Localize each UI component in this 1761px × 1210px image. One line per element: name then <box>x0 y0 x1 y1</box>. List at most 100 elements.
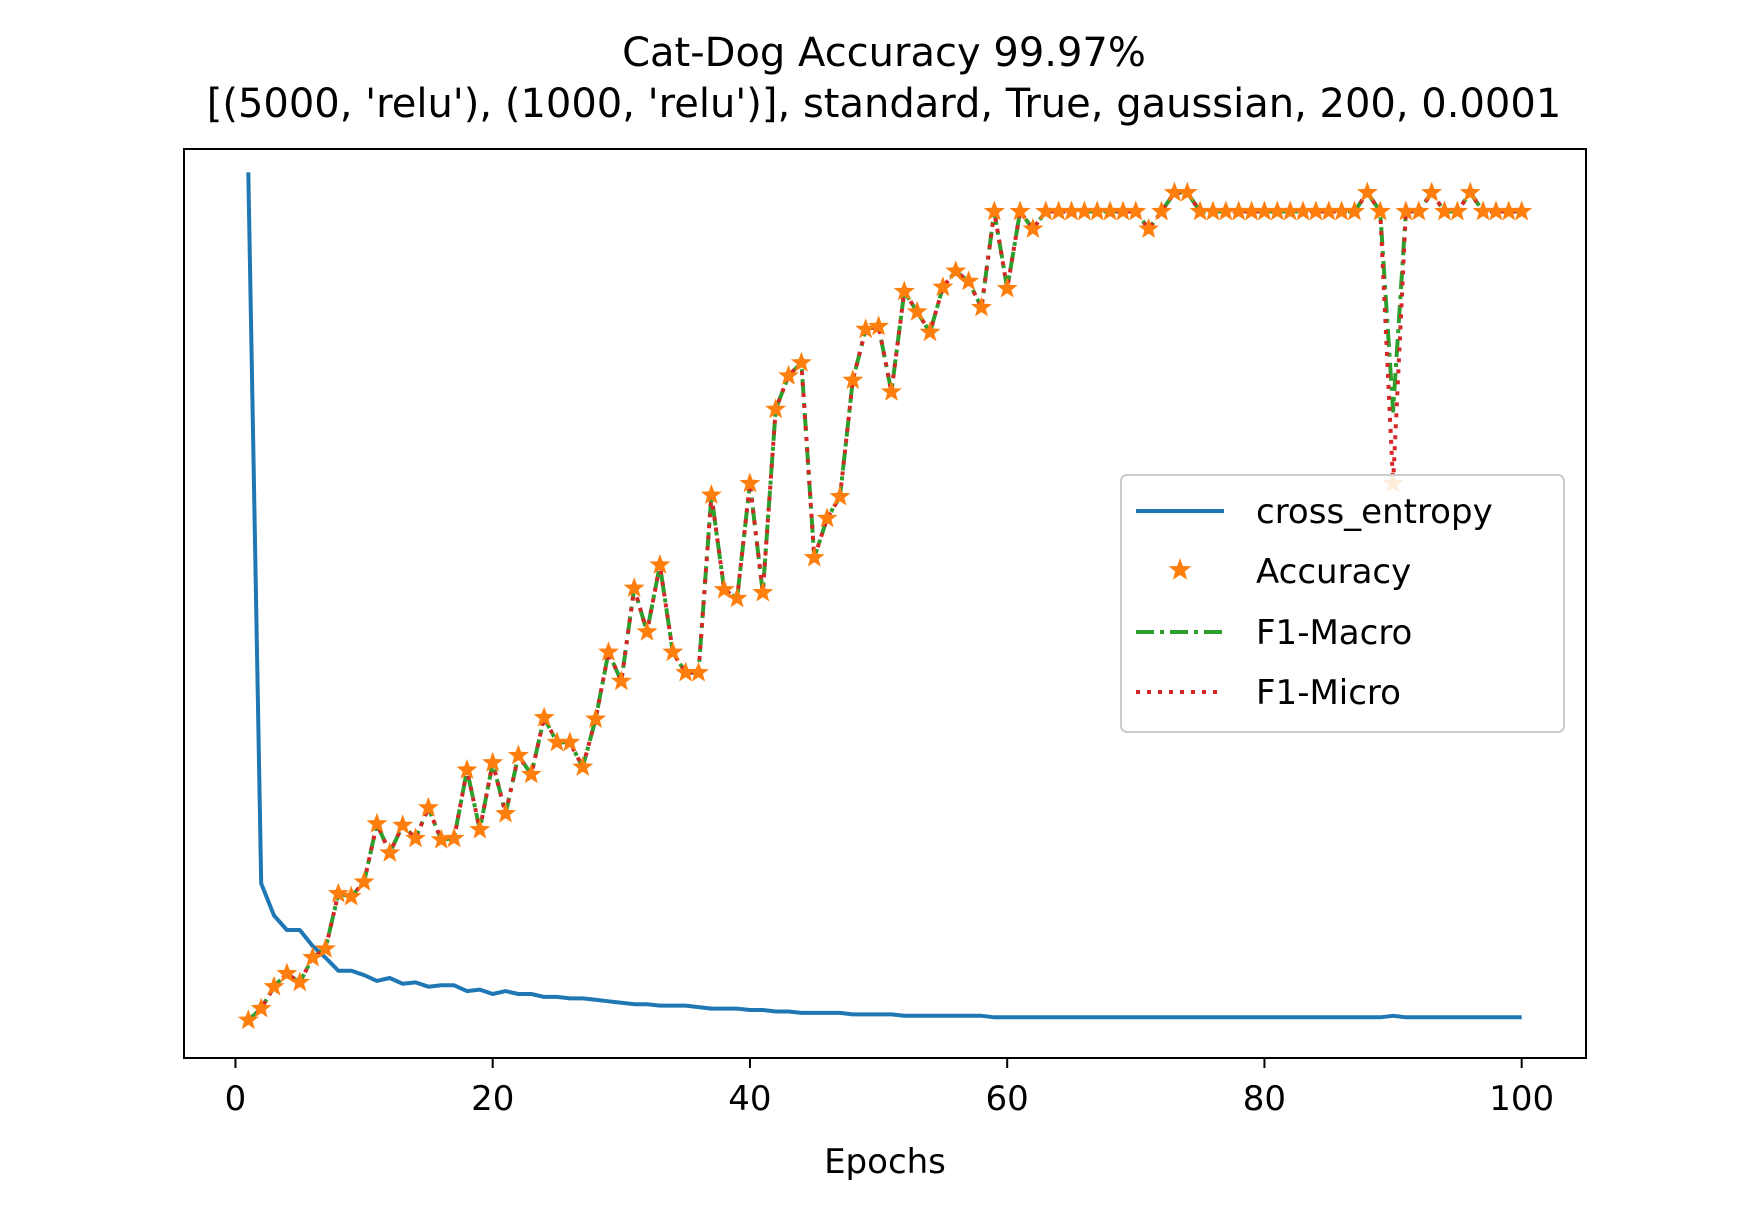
legend-box <box>1120 474 1565 733</box>
accuracy-point <box>958 270 980 291</box>
accuracy-point <box>1254 200 1275 221</box>
accuracy-point <box>263 975 285 996</box>
accuracy-point <box>765 398 787 419</box>
accuracy-point <box>315 937 336 958</box>
accuracy-point <box>945 260 967 281</box>
accuracy-point <box>405 827 426 848</box>
accuracy-point <box>1305 200 1327 221</box>
accuracy-point <box>456 759 478 779</box>
accuracy-point <box>1202 200 1224 221</box>
accuracy-point <box>1459 181 1481 202</box>
accuracy-point <box>1434 200 1455 221</box>
accuracy-point <box>1048 200 1070 221</box>
accuracy-point <box>700 484 722 504</box>
accuracy-point <box>1344 200 1365 221</box>
accuracy-point <box>829 485 851 506</box>
accuracy-point <box>353 871 375 891</box>
accuracy-point <box>1176 181 1198 202</box>
accuracy-point <box>585 708 607 728</box>
accuracy-point <box>1408 200 1430 221</box>
accuracy-point <box>778 364 799 385</box>
chart-title: Cat-Dog Accuracy 99.97% <box>622 30 1146 76</box>
accuracy-point <box>713 578 735 599</box>
accuracy-point <box>623 577 645 598</box>
accuracy-point <box>971 296 992 317</box>
accuracy-point <box>250 997 272 1018</box>
accuracy-point <box>1421 181 1443 202</box>
accuracy-point <box>546 731 568 752</box>
legend: cross_entropy Accuracy F1-Macro F1-Micro <box>1120 474 1565 733</box>
accuracy-point <box>790 351 812 372</box>
accuracy-point <box>1241 200 1262 221</box>
accuracy-point <box>417 796 439 817</box>
accuracy-point <box>919 321 941 342</box>
accuracy-point <box>276 962 298 983</box>
accuracy-point <box>662 641 684 662</box>
accuracy-point <box>1356 181 1378 202</box>
accuracy-point <box>1099 200 1121 221</box>
accuracy-point <box>1035 200 1057 221</box>
accuracy-point <box>855 318 877 339</box>
accuracy-point <box>675 661 697 682</box>
accuracy-point <box>1112 200 1134 221</box>
accuracy-point <box>1331 200 1353 221</box>
accuracy-point <box>610 670 632 691</box>
legend-label-f1-macro: F1-Macro <box>1256 613 1412 653</box>
accuracy-point <box>392 814 414 835</box>
accuracy-point <box>816 507 838 528</box>
accuracy-point <box>996 277 1018 298</box>
x-tick-label: 40 <box>728 1079 771 1119</box>
accuracy-point <box>366 812 388 833</box>
accuracy-point <box>726 587 748 608</box>
accuracy-point <box>1125 200 1147 221</box>
accuracy-point <box>572 756 594 776</box>
accuracy-point <box>327 882 349 903</box>
accuracy-point <box>1189 200 1211 221</box>
accuracy-point <box>688 661 709 682</box>
accuracy-point <box>1279 200 1301 221</box>
accuracy-point <box>868 315 889 336</box>
accuracy-point <box>482 751 504 772</box>
accuracy-point <box>932 276 954 297</box>
accuracy-point <box>649 554 671 574</box>
legend-label-f1-micro: F1-Micro <box>1256 673 1401 713</box>
accuracy-point <box>803 546 825 567</box>
chart-subtitle: [(5000, 'relu'), (1000, 'relu')], standa… <box>207 81 1562 127</box>
accuracy-point <box>559 731 581 752</box>
x-tick-label: 0 <box>225 1079 247 1119</box>
accuracy-point <box>1228 200 1250 221</box>
accuracy-point <box>1485 200 1507 221</box>
accuracy-point <box>983 200 1005 221</box>
accuracy-point <box>289 971 311 992</box>
legend-label-cross-entropy: cross_entropy <box>1256 492 1493 532</box>
legend-label-accuracy: Accuracy <box>1256 552 1411 592</box>
x-axis: 0 20 40 60 80 100 <box>225 1058 1554 1119</box>
accuracy-point <box>520 763 542 784</box>
accuracy-point <box>1138 218 1160 238</box>
accuracy-point <box>842 369 864 390</box>
legend-swatch-accuracy <box>1168 558 1192 580</box>
accuracy-point <box>495 802 516 823</box>
accuracy-point <box>739 472 761 493</box>
series-layer <box>237 172 1533 1030</box>
accuracy-point <box>237 1009 259 1030</box>
accuracy-point <box>533 706 555 727</box>
accuracy-point <box>1086 200 1108 221</box>
accuracy-point <box>340 885 362 906</box>
accuracy-point <box>893 280 915 301</box>
x-tick-label: 100 <box>1489 1079 1554 1119</box>
accuracy-point <box>302 946 324 967</box>
accuracy-point <box>1061 200 1082 221</box>
accuracy-point <box>906 300 928 321</box>
accuracy-point <box>881 380 902 401</box>
accuracy-point <box>1498 200 1520 221</box>
accuracy-point <box>1446 200 1468 221</box>
accuracy-point <box>1318 200 1340 221</box>
accuracy-point <box>1215 200 1237 221</box>
accuracy-point <box>430 828 452 849</box>
x-tick-label: 20 <box>471 1079 514 1119</box>
accuracy-point <box>469 818 491 839</box>
series-line-f1-micro <box>246 190 1522 1022</box>
accuracy-point <box>1073 200 1095 221</box>
